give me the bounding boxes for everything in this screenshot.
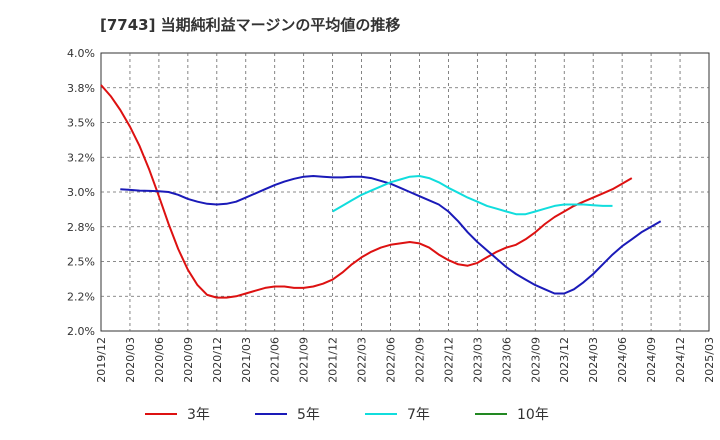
x-tick-label: 2022/12 bbox=[442, 337, 455, 383]
y-axis-ticks: 4.0% 3.8% 3.5% 3.2% 3.0% 2.8% 2.5% 2.2% 2.0% bbox=[67, 47, 95, 338]
x-tick-label: 2019/12 bbox=[95, 337, 108, 383]
x-tick-label: 2021/09 bbox=[298, 337, 311, 383]
series-layer bbox=[100, 84, 662, 299]
x-tick-label: 2024/12 bbox=[674, 337, 687, 383]
y-tick-label: 3.8% bbox=[67, 82, 95, 95]
x-tick-label: 2021/06 bbox=[269, 337, 282, 383]
y-tick-label: 2.0% bbox=[67, 325, 95, 338]
y-tick-label: 2.8% bbox=[67, 221, 95, 234]
legend-label-3: 10年 bbox=[517, 407, 549, 423]
legend-label-2: 7年 bbox=[407, 407, 430, 423]
grid-layer bbox=[101, 53, 709, 331]
x-tick-label: 2023/09 bbox=[529, 337, 542, 383]
series-line-1 bbox=[120, 175, 662, 295]
y-tick-label: 3.5% bbox=[67, 117, 95, 130]
y-tick-label: 2.2% bbox=[67, 290, 95, 303]
x-tick-label: 2022/06 bbox=[385, 337, 398, 383]
y-tick-label: 3.2% bbox=[67, 151, 95, 164]
x-tick-label: 2023/03 bbox=[471, 337, 484, 383]
legend-label-1: 5年 bbox=[297, 407, 320, 423]
y-tick-label: 2.5% bbox=[67, 256, 95, 269]
x-tick-label: 2024/09 bbox=[645, 337, 658, 383]
x-tick-label: 2023/06 bbox=[500, 337, 513, 383]
y-tick-label: 4.0% bbox=[67, 47, 95, 60]
x-tick-label: 2024/06 bbox=[616, 337, 629, 383]
legend: 3年 5年 7年 10年 bbox=[145, 407, 549, 423]
x-tick-label: 2022/09 bbox=[413, 337, 426, 383]
x-tick-label: 2021/03 bbox=[240, 337, 253, 383]
x-tick-label: 2020/06 bbox=[153, 337, 166, 383]
x-tick-label: 2023/12 bbox=[558, 337, 571, 383]
series-line-0 bbox=[100, 84, 633, 299]
x-tick-label: 2024/03 bbox=[587, 337, 600, 383]
x-tick-label: 2020/03 bbox=[124, 337, 137, 383]
x-axis-ticks: 2019/12 2020/03 2020/06 2020/09 2020/12 2021/… bbox=[95, 337, 716, 383]
legend-label-0: 3年 bbox=[187, 407, 210, 423]
x-tick-label: 2020/12 bbox=[211, 337, 224, 383]
x-tick-label: 2020/09 bbox=[182, 337, 195, 383]
chart-title: [7743] 当期純利益マージンの平均値の推移 bbox=[100, 16, 401, 34]
series-line-2 bbox=[332, 175, 613, 216]
x-tick-label: 2022/03 bbox=[356, 337, 369, 383]
x-tick-label: 2021/12 bbox=[327, 337, 340, 383]
y-tick-label: 3.0% bbox=[67, 186, 95, 199]
x-tick-label: 2025/03 bbox=[703, 337, 716, 383]
